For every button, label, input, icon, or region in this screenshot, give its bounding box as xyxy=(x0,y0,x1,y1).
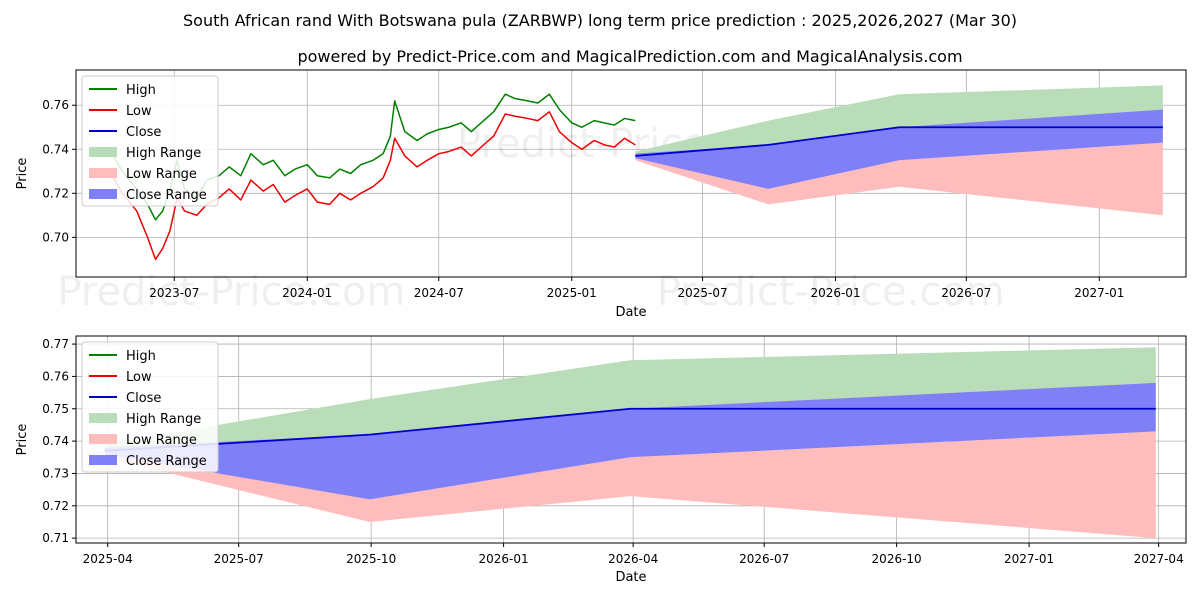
x-tick-label: 2024-01 xyxy=(282,286,332,300)
legend-close-range-label: Close Range xyxy=(126,188,207,203)
plot-frame xyxy=(75,69,1187,278)
x-tick-label: 2026-01 xyxy=(479,552,529,566)
legend-low-label: Low xyxy=(126,104,152,119)
y-tick-label: 0.75 xyxy=(42,402,69,416)
y-tick-label: 0.71 xyxy=(42,531,69,545)
close-series-line xyxy=(104,407,1156,452)
x-tick-label: 2026-07 xyxy=(941,286,991,300)
legend-low-range-swatch xyxy=(89,434,117,444)
y-tick-label: 0.77 xyxy=(42,337,69,351)
x-tick-label: 2026-07 xyxy=(739,552,789,566)
close-range-band xyxy=(635,109,1163,189)
legend-high-label: High xyxy=(126,83,156,98)
legend-close-range-swatch xyxy=(89,455,117,465)
x-tick-label: 2025-10 xyxy=(346,552,396,566)
legend-low-range-label: Low Range xyxy=(126,167,197,182)
x-tick-label: 2026-04 xyxy=(608,552,658,566)
legend-high-range-label: High Range xyxy=(126,146,201,161)
legend-high-label: High xyxy=(126,349,156,364)
chart-subtitle: powered by Predict-Price.com and Magical… xyxy=(297,47,962,66)
y-tick-label: 0.70 xyxy=(42,230,69,244)
x-tick-label: 2025-04 xyxy=(83,552,133,566)
x-tick-label: 2027-04 xyxy=(1134,552,1184,566)
chart-title: South African rand With Botswana pula (Z… xyxy=(183,11,1017,30)
low-series-line xyxy=(107,111,636,261)
x-tick-label: 2023-07 xyxy=(149,286,199,300)
legend-close-label: Close xyxy=(126,125,161,140)
legend-close-range-label: Close Range xyxy=(126,454,207,469)
x-tick-label: 2025-07 xyxy=(214,552,264,566)
legend-high-range-label: High Range xyxy=(126,412,201,427)
high-range-band xyxy=(635,85,1163,156)
x-tick-label: 2025-01 xyxy=(547,286,597,300)
y-tick-label: 0.74 xyxy=(42,142,69,156)
x-tick-label: 2027-01 xyxy=(1004,552,1054,566)
high-range-band xyxy=(104,347,1156,451)
legend-low-range-swatch xyxy=(89,168,117,178)
x-tick-label: 2026-10 xyxy=(872,552,922,566)
y-tick-label: 0.72 xyxy=(42,499,69,513)
x-axis-label: Date xyxy=(615,305,646,320)
x-tick-label: 2025-07 xyxy=(677,286,727,300)
x-axis-label: Date xyxy=(615,570,646,585)
x-tick-label: 2027-01 xyxy=(1074,286,1124,300)
legend-close-range-swatch xyxy=(89,189,117,199)
panel-2: Predict-Price.com2025-042025-072025-1020… xyxy=(15,335,1187,585)
y-tick-label: 0.76 xyxy=(42,369,69,383)
close-range-band xyxy=(104,382,1156,500)
legend-high-range-swatch xyxy=(89,413,117,423)
plot-frame xyxy=(75,335,1187,544)
legend-close-label: Close xyxy=(126,391,161,406)
y-tick-label: 0.72 xyxy=(42,186,69,200)
y-axis-label: Price xyxy=(15,158,30,190)
legend-high-range-swatch xyxy=(89,147,117,157)
watermark-text: Predict-Price.com xyxy=(57,269,405,315)
x-tick-label: 2026-01 xyxy=(810,286,860,300)
low-range-band xyxy=(635,142,1163,216)
legend-low-label: Low xyxy=(126,370,152,385)
y-tick-label: 0.76 xyxy=(42,98,69,112)
y-tick-label: 0.73 xyxy=(42,466,69,480)
low-range-band xyxy=(104,431,1156,539)
close-series-line xyxy=(635,126,1163,157)
legend-low-range-label: Low Range xyxy=(126,433,197,448)
y-axis-label: Price xyxy=(15,424,30,456)
x-tick-label: 2024-07 xyxy=(414,286,464,300)
y-tick-label: 0.74 xyxy=(42,434,69,448)
